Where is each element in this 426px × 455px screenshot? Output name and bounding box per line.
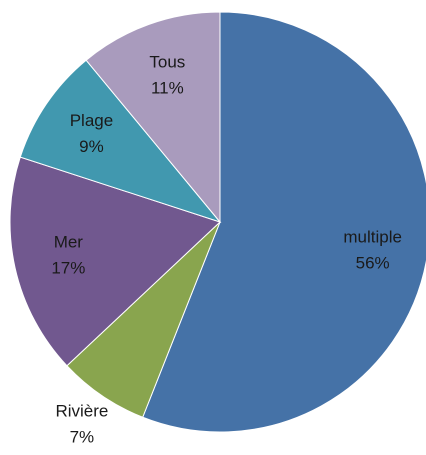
slice-value-label: 7% — [70, 428, 95, 447]
pie-slice — [85, 11, 221, 224]
slice-value-label: 56% — [356, 254, 390, 273]
pie-slice — [19, 59, 222, 224]
slice-label: Tous — [149, 52, 185, 71]
slice-label: Plage — [70, 111, 113, 130]
pie-slice — [142, 11, 426, 433]
slice-value-label: 11% — [151, 78, 184, 97]
slice-value-label: 9% — [79, 137, 104, 156]
slice-label: Rivière — [55, 402, 108, 421]
slice-value-label: 17% — [51, 258, 85, 277]
slice-label: Mer — [54, 232, 84, 251]
slice-label: multiple — [343, 228, 402, 247]
pie-slice — [9, 156, 221, 367]
